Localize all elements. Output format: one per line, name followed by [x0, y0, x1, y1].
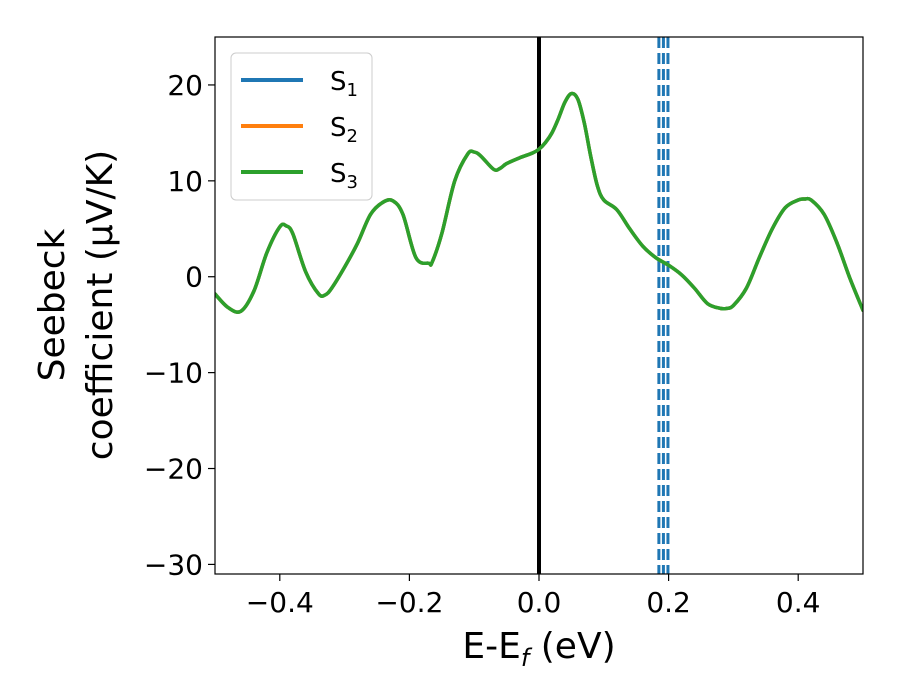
series-line-s3 — [215, 91, 863, 314]
y-tick-label: 0 — [185, 261, 203, 294]
y-tick-label: −20 — [144, 453, 203, 486]
legend-label-s2: S2 — [330, 113, 358, 147]
plot-area — [215, 37, 863, 574]
x-tick-label: 0.0 — [517, 586, 562, 619]
y-axis: −30 −20 −10 0 10 20 — [144, 69, 215, 581]
y-axis-title-line2: coefficient (μV/K) — [80, 150, 121, 460]
x-tick-label: 0.4 — [776, 586, 821, 619]
x-tick-label: −0.2 — [375, 586, 443, 619]
x-tick-label: 0.2 — [646, 586, 691, 619]
x-axis-title-unit: (eV) — [529, 626, 615, 667]
legend-label-s1: S1 — [330, 67, 358, 101]
y-tick-label: 10 — [167, 165, 203, 198]
x-tick-label: −0.4 — [246, 586, 314, 619]
y-tick-label: 20 — [167, 69, 203, 102]
x-axis: −0.4 −0.2 0.0 0.2 0.4 — [246, 574, 821, 619]
legend-label-s3: S3 — [330, 159, 358, 193]
y-tick-label: −30 — [144, 548, 203, 581]
legend: S1 S2 S3 — [230, 52, 373, 201]
y-tick-label: −10 — [144, 357, 203, 390]
x-axis-title: E-Ef (eV) — [462, 626, 615, 672]
y-axis-title-line1: Seebeck — [32, 228, 73, 381]
y-axis-title: Seebeck coefficient (μV/K) — [32, 150, 121, 460]
